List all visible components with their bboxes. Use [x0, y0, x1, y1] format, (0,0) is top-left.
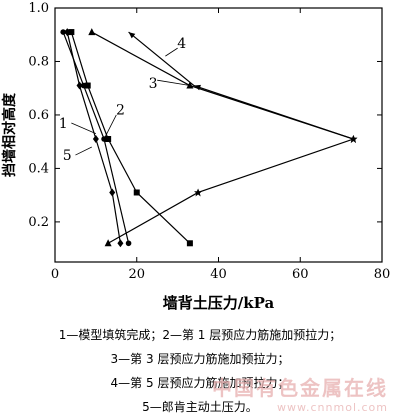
series-5	[64, 28, 124, 248]
data-point-diamond	[117, 239, 124, 248]
data-point-circle	[125, 240, 132, 247]
data-point-diamond	[64, 28, 71, 37]
y-tick-label: 1.0	[28, 1, 49, 16]
data-point-square	[186, 240, 193, 247]
series-annotation-4: 4	[177, 36, 186, 52]
x-tick-label: 60	[292, 267, 309, 282]
y-tick-label: 0.6	[28, 108, 49, 123]
data-point-arrow	[193, 84, 201, 91]
series-4	[128, 31, 358, 144]
x-tick-label: 0	[51, 267, 59, 282]
plot-frame	[54, 7, 383, 263]
data-point-diamond	[76, 81, 83, 90]
y-tick-label: 0.2	[28, 215, 49, 230]
x-tick-label: 40	[210, 267, 227, 282]
series-annotation-2: 2	[116, 103, 125, 119]
data-point-triangle	[88, 28, 96, 36]
chart-labels: 1 2 3 4 5	[59, 36, 190, 164]
series-2	[68, 29, 193, 247]
annotation-leader	[103, 114, 117, 140]
x-tick-label: 80	[374, 267, 391, 282]
annotation-leader	[157, 79, 190, 86]
series-3	[88, 28, 358, 247]
data-point-square	[105, 136, 112, 143]
data-point-circle	[60, 29, 66, 35]
annotation-leader	[165, 47, 178, 57]
data-point-triangle	[186, 81, 194, 89]
series-4-line	[128, 31, 354, 140]
data-point-diamond	[92, 135, 99, 144]
y-tick-label: 0.4	[28, 161, 49, 176]
caption-line-3: 4—第 5 层预应力筋施加预拉力；	[110, 376, 290, 390]
data-point-arrow	[128, 32, 136, 39]
data-point-star	[349, 135, 358, 144]
x-tick-label: 20	[128, 267, 145, 282]
x-axis-title: 墙背土压力/kPa	[163, 294, 275, 312]
earth-pressure-chart: 0 20 40 60 800.20.40.60.81.0墙背土压力/kPa挡墙相对高度 …	[1, 1, 390, 312]
data-point-square	[68, 29, 75, 36]
series-annotation-3: 3	[149, 76, 158, 92]
data-point-diamond	[109, 188, 116, 197]
chart-axes: 0 20 40 60 80 0.2 0.4 0.6 0.8 1.0 墙背土压力/kPa 挡墙相对高度	[1, 1, 390, 312]
series-2-line	[70, 31, 191, 244]
y-tick-label: 0.8	[28, 54, 49, 69]
caption-line-4: 5—郎肯主动土压力。	[142, 400, 258, 414]
watermark-logo: 中国有色金属在线 www.cnnmol.com	[212, 376, 388, 414]
series-3-line	[91, 31, 356, 244]
data-point-triangle	[104, 239, 112, 247]
chart-series	[60, 28, 358, 248]
caption-line-1: 1—模型填筑完成；2—第 1 层预应力筋施加预拉力；	[58, 328, 342, 342]
data-point-square	[133, 189, 140, 196]
series-annotation-5: 5	[63, 148, 72, 164]
data-point-square	[84, 82, 91, 89]
caption-line-2: 3—第 3 层预应力筋施加预拉力；	[110, 352, 290, 366]
series-annotation-1: 1	[59, 116, 68, 132]
data-point-star	[194, 188, 203, 197]
y-axis-title: 挡墙相对高度	[1, 92, 18, 177]
annotation-leader	[75, 146, 92, 156]
annotation-leader	[71, 122, 97, 135]
